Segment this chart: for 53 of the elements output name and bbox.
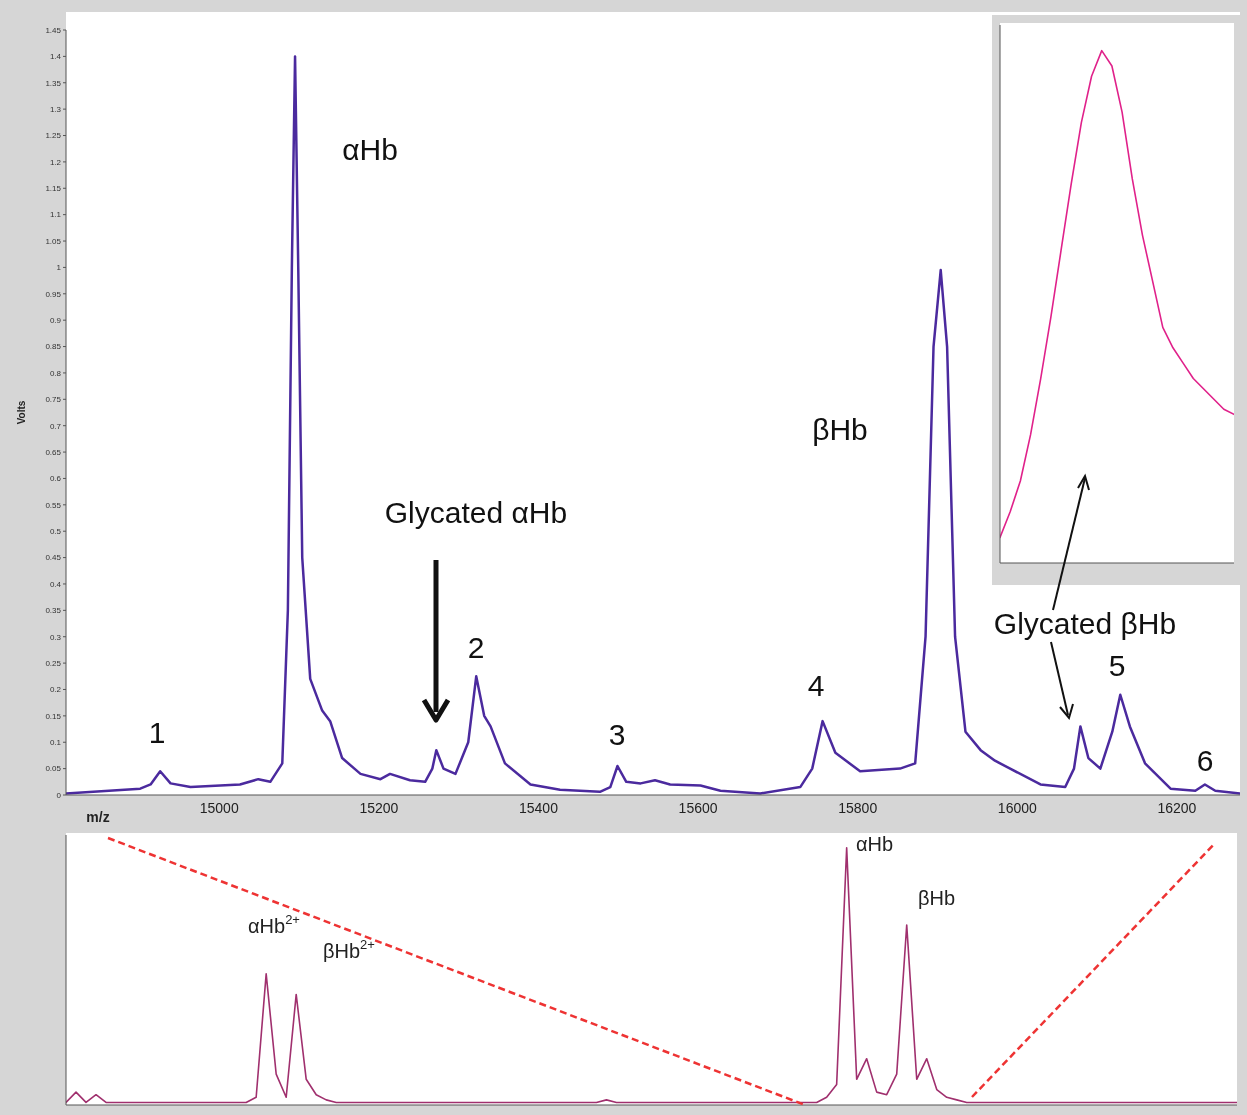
y-tick-label: 1 (56, 263, 62, 273)
y-tick-label: 0.55 (45, 500, 62, 510)
x-axis-title: m/z (86, 809, 110, 825)
x-tick-label: 15800 (838, 799, 878, 816)
x-tick-label: 15400 (519, 799, 559, 816)
y-tick-label: 0.4 (49, 579, 62, 589)
annotation: βHb$^{2+}$ (323, 936, 375, 963)
y-tick-label: 1.05 (45, 236, 62, 246)
y-tick-label: 1.25 (45, 131, 62, 141)
y-tick-label: 1.15 (45, 184, 62, 194)
y-tick-label: 0.15 (45, 711, 62, 721)
y-tick-label: 0.7 (49, 421, 62, 431)
annotation: Glycated βHb (993, 606, 1177, 640)
y-tick-label: 0.75 (45, 395, 62, 405)
annotation: βHb (812, 412, 868, 446)
y-tick-label: 0.95 (45, 289, 62, 299)
annotation: 5 (1108, 648, 1126, 682)
y-tick-label: 0.35 (45, 606, 62, 616)
x-tick-label: 15600 (678, 799, 718, 816)
annotation: αHb$^{2+}$ (248, 911, 300, 938)
y-tick-label: 1.4 (49, 52, 62, 62)
x-tick-label: 16200 (1157, 799, 1197, 816)
annotation: αHb (856, 833, 894, 856)
x-tick-label: 15000 (199, 799, 239, 816)
y-tick-label: 0.85 (45, 342, 62, 352)
y-tick-label: 0.05 (45, 764, 62, 774)
y-tick-label: 0.25 (45, 658, 62, 668)
y-tick-label: 1.3 (49, 104, 62, 114)
annotation: αHb (342, 132, 398, 166)
x-tick-label: 16000 (997, 799, 1038, 816)
annotation: Glycated αHb (384, 495, 568, 529)
y-axis-title: Volts (16, 400, 27, 425)
annotation: 1 (148, 715, 166, 749)
y-tick-label: 0.2 (49, 685, 62, 695)
y-tick-label: 1.35 (45, 78, 62, 88)
annotation: βHb (918, 887, 956, 910)
y-tick-label: 1.2 (49, 157, 62, 167)
annotation: 6 (1196, 743, 1214, 777)
y-tick-label: 0.45 (45, 553, 62, 563)
y-tick-label: 0 (56, 790, 62, 800)
y-tick-label: 0.65 (45, 447, 62, 457)
annotation: 3 (608, 717, 626, 751)
x-tick-label: 15200 (359, 799, 399, 816)
y-tick-label: 1.45 (45, 25, 62, 35)
annotation: 4 (807, 668, 825, 702)
y-tick-label: 0.6 (49, 474, 62, 484)
y-tick-label: 0.9 (49, 316, 62, 326)
y-tick-label: 0.1 (49, 738, 62, 748)
y-tick-label: 0.3 (49, 632, 62, 642)
y-tick-label: 0.5 (49, 527, 62, 537)
y-tick-label: 0.8 (49, 368, 62, 378)
annotation: 2 (467, 630, 485, 664)
y-tick-label: 1.1 (49, 210, 62, 220)
